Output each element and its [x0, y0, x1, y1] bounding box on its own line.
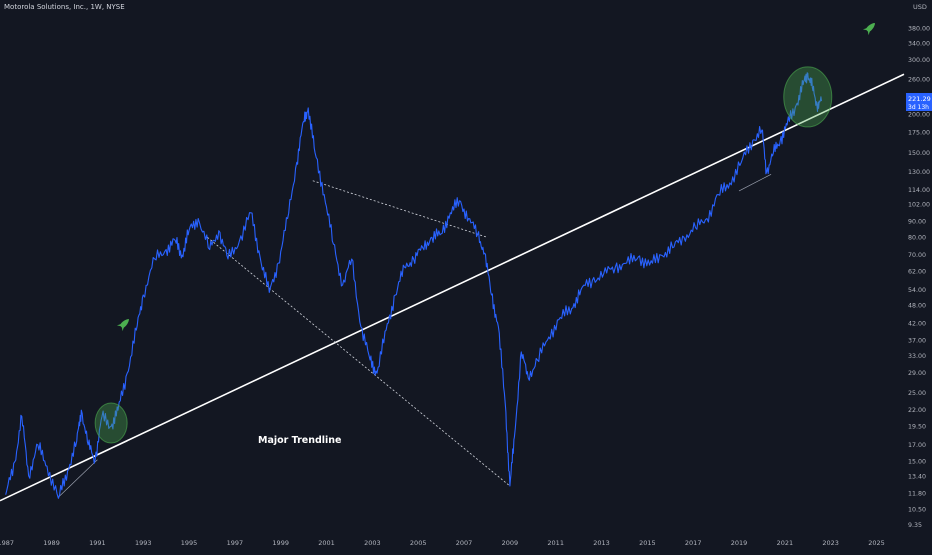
y-tick-label: 260.00: [908, 76, 930, 83]
price-series-line: [5, 72, 823, 499]
y-tick-label: 380.00: [908, 25, 930, 32]
y-tick-label: 62.00: [908, 268, 926, 275]
thin-support-line: [738, 173, 772, 192]
y-tick-label: 90.00: [908, 218, 926, 225]
y-tick-label: 102.00: [908, 202, 930, 209]
dotted-channel-line: [312, 180, 488, 238]
x-tick-label: 1997: [227, 539, 244, 547]
price-badge: 221.29 3d 13h: [906, 93, 932, 111]
countdown-label: 3d 13h: [908, 104, 929, 111]
x-tick-label: 2017: [685, 539, 702, 547]
rocket-icon: [862, 23, 875, 36]
x-tick-label: 1999: [272, 539, 289, 547]
symbol-title: Motorola Solutions, Inc., 1W, NYSE: [4, 3, 125, 11]
y-tick-label: 37.00: [908, 338, 926, 345]
major-trendline: [0, 73, 905, 502]
y-tick-label: 11.80: [908, 491, 926, 498]
rocket-body: [119, 319, 129, 329]
y-tick-label: 29.00: [908, 370, 926, 377]
y-tick-label: 54.00: [908, 287, 926, 294]
y-tick-label: 200.00: [908, 111, 930, 118]
y-tick-label: 15.00: [908, 459, 926, 466]
y-tick-label: 300.00: [908, 57, 930, 64]
x-tick-label: 1987: [0, 539, 14, 547]
x-tick-label: 2011: [547, 539, 564, 547]
y-tick-label: 25.00: [908, 390, 926, 397]
price-badge-bg: [906, 93, 932, 111]
y-tick-label: 48.00: [908, 303, 926, 310]
x-tick-label: 2005: [410, 539, 427, 547]
y-tick-label: 80.00: [908, 234, 926, 241]
y-tick-label: 9.35: [908, 522, 922, 529]
x-tick-label: 1995: [181, 539, 198, 547]
rocket-body: [865, 23, 875, 33]
y-tick-label: 13.40: [908, 474, 926, 481]
rocket-fin: [862, 28, 870, 36]
y-tick-label: 22.00: [908, 407, 926, 414]
y-tick-label: 340.00: [908, 40, 930, 47]
y-tick-label: 17.00: [908, 442, 926, 449]
currency-label: USD: [913, 3, 927, 11]
trendline-annotation: Major Trendline: [258, 435, 342, 446]
x-tick-label: 2015: [639, 539, 656, 547]
x-tick-label: 2021: [777, 539, 794, 547]
highlight-zone: [94, 402, 128, 444]
y-tick-label: 42.00: [908, 321, 926, 328]
y-tick-label: 114.00: [908, 187, 930, 194]
y-tick-label: 70.00: [908, 252, 926, 259]
x-tick-label: 2023: [822, 539, 839, 547]
x-tick-label: 2007: [456, 539, 473, 547]
x-tick-label: 2025: [868, 539, 885, 547]
x-tick-label: 1989: [43, 539, 60, 547]
x-tick-label: 2001: [318, 539, 335, 547]
dotted-channel-line: [207, 236, 511, 487]
y-tick-label: 130.00: [908, 169, 930, 176]
x-tick-label: 2003: [364, 539, 381, 547]
y-tick-label: 150.00: [908, 150, 930, 157]
x-tick-label: 2009: [502, 539, 519, 547]
x-tick-label: 1993: [135, 539, 152, 547]
y-tick-label: 175.00: [908, 129, 930, 136]
x-tick-label: 2013: [593, 539, 610, 547]
last-price-label: 221.29: [908, 95, 931, 103]
y-tick-label: 19.50: [908, 423, 926, 430]
highlight-zone: [783, 66, 833, 128]
thin-support-line: [58, 459, 98, 498]
y-tick-label: 33.00: [908, 353, 926, 360]
x-tick-label: 2019: [731, 539, 748, 547]
x-tick-label: 1991: [89, 539, 106, 547]
rocket-icon: [116, 319, 129, 332]
y-tick-label: 10.50: [908, 506, 926, 513]
